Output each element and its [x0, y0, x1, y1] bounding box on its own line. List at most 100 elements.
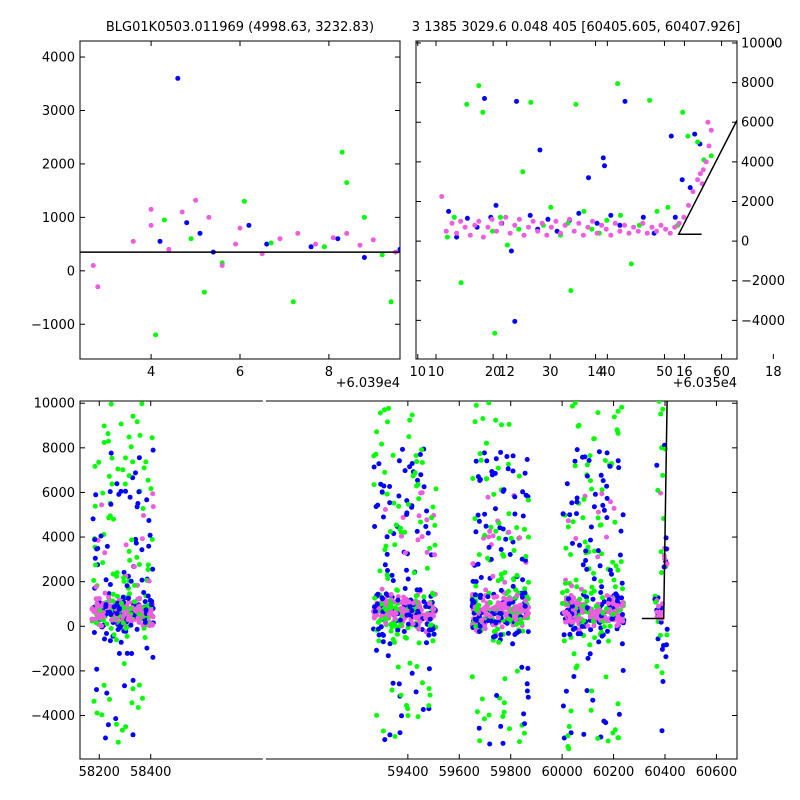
- data-point: [606, 597, 612, 603]
- data-point: [586, 458, 592, 463]
- data-point: [99, 623, 104, 629]
- data-point: [563, 545, 569, 551]
- data-point: [429, 627, 435, 633]
- y-tick-label: −2000: [31, 664, 75, 679]
- data-point: [454, 234, 460, 240]
- data-point: [490, 573, 496, 579]
- data-point: [605, 638, 611, 644]
- data-point: [660, 679, 666, 684]
- data-point: [599, 491, 605, 497]
- data-point: [134, 626, 140, 632]
- x-tick-label: 60: [713, 365, 730, 380]
- data-point: [144, 401, 147, 402]
- data-point: [568, 730, 574, 736]
- data-point: [574, 511, 579, 517]
- y-tick-label: 10000: [34, 397, 75, 412]
- data-point: [404, 567, 409, 573]
- data-point: [654, 609, 660, 615]
- data-point: [569, 583, 575, 589]
- data-point: [476, 725, 482, 731]
- data-point: [527, 212, 533, 218]
- data-point: [505, 630, 511, 636]
- data-point: [128, 578, 134, 584]
- data-point: [581, 208, 587, 214]
- data-point: [372, 524, 378, 529]
- data-point: [501, 601, 507, 607]
- data-point: [579, 609, 585, 615]
- data-point: [604, 217, 610, 223]
- data-point: [479, 617, 485, 623]
- data-point: [654, 208, 660, 214]
- data-point: [484, 458, 490, 464]
- data-point: [599, 487, 605, 493]
- data-point: [571, 228, 577, 234]
- data-point: [313, 241, 319, 247]
- data-point: [147, 597, 153, 603]
- data-point: [595, 509, 601, 515]
- data-point: [487, 613, 493, 619]
- data-point: [608, 212, 614, 218]
- panel-top-left-ticks: 4 6 8 10 12 14 16 18 −1000 0 1000 2000 3000 4000: [31, 41, 782, 380]
- panel-top-right: 3 1385 3029.6 0.048 405 [60405.605, 6040…: [412, 20, 785, 391]
- data-point: [410, 621, 416, 627]
- data-point: [512, 494, 518, 500]
- data-point: [371, 453, 377, 459]
- data-point: [489, 472, 495, 478]
- data-point: [123, 625, 129, 631]
- data-point: [478, 575, 484, 580]
- data-point: [431, 631, 437, 637]
- data-point: [432, 552, 438, 558]
- data-point: [592, 491, 598, 497]
- data-point: [649, 224, 655, 230]
- data-point: [595, 548, 601, 554]
- data-point: [611, 577, 617, 583]
- data-point: [593, 603, 599, 609]
- data-point: [692, 131, 698, 137]
- data-point: [566, 746, 572, 752]
- data-point: [526, 579, 531, 585]
- data-point: [592, 548, 597, 554]
- data-point: [385, 576, 391, 581]
- data-point: [150, 654, 156, 660]
- data-point: [548, 224, 554, 230]
- data-point: [483, 612, 489, 618]
- data-point: [560, 703, 566, 709]
- x-tick-label: 59600: [439, 765, 480, 780]
- data-point: [394, 587, 400, 593]
- data-point: [419, 447, 425, 453]
- data-point: [398, 530, 404, 536]
- data-point: [595, 736, 601, 741]
- data-point: [668, 133, 674, 139]
- data-point: [503, 613, 509, 619]
- data-point: [500, 740, 506, 746]
- data-point: [508, 596, 514, 602]
- data-point: [595, 554, 601, 560]
- data-point: [429, 611, 435, 617]
- data-point: [565, 524, 571, 530]
- data-point: [149, 435, 155, 441]
- data-point: [385, 419, 390, 425]
- data-point: [499, 624, 505, 630]
- data-point: [604, 495, 610, 501]
- data-point: [567, 631, 573, 637]
- data-point: [411, 570, 417, 576]
- data-point: [517, 739, 522, 745]
- data-point: [382, 562, 388, 568]
- data-point: [520, 489, 526, 495]
- data-point: [690, 189, 696, 195]
- data-point: [127, 606, 133, 612]
- panel-top-left-points: [90, 75, 400, 338]
- data-point: [120, 594, 126, 600]
- data-point: [130, 413, 136, 419]
- data-point: [618, 559, 624, 565]
- data-point: [501, 700, 507, 706]
- y-tick-label: 10000: [741, 36, 782, 51]
- data-point: [595, 410, 601, 416]
- data-point: [426, 666, 432, 672]
- data-point: [565, 733, 571, 739]
- data-point: [617, 228, 623, 234]
- y-tick-label: −4000: [741, 314, 785, 329]
- data-point: [501, 605, 507, 611]
- panel-top-right-points: [439, 81, 714, 336]
- data-point: [295, 230, 301, 236]
